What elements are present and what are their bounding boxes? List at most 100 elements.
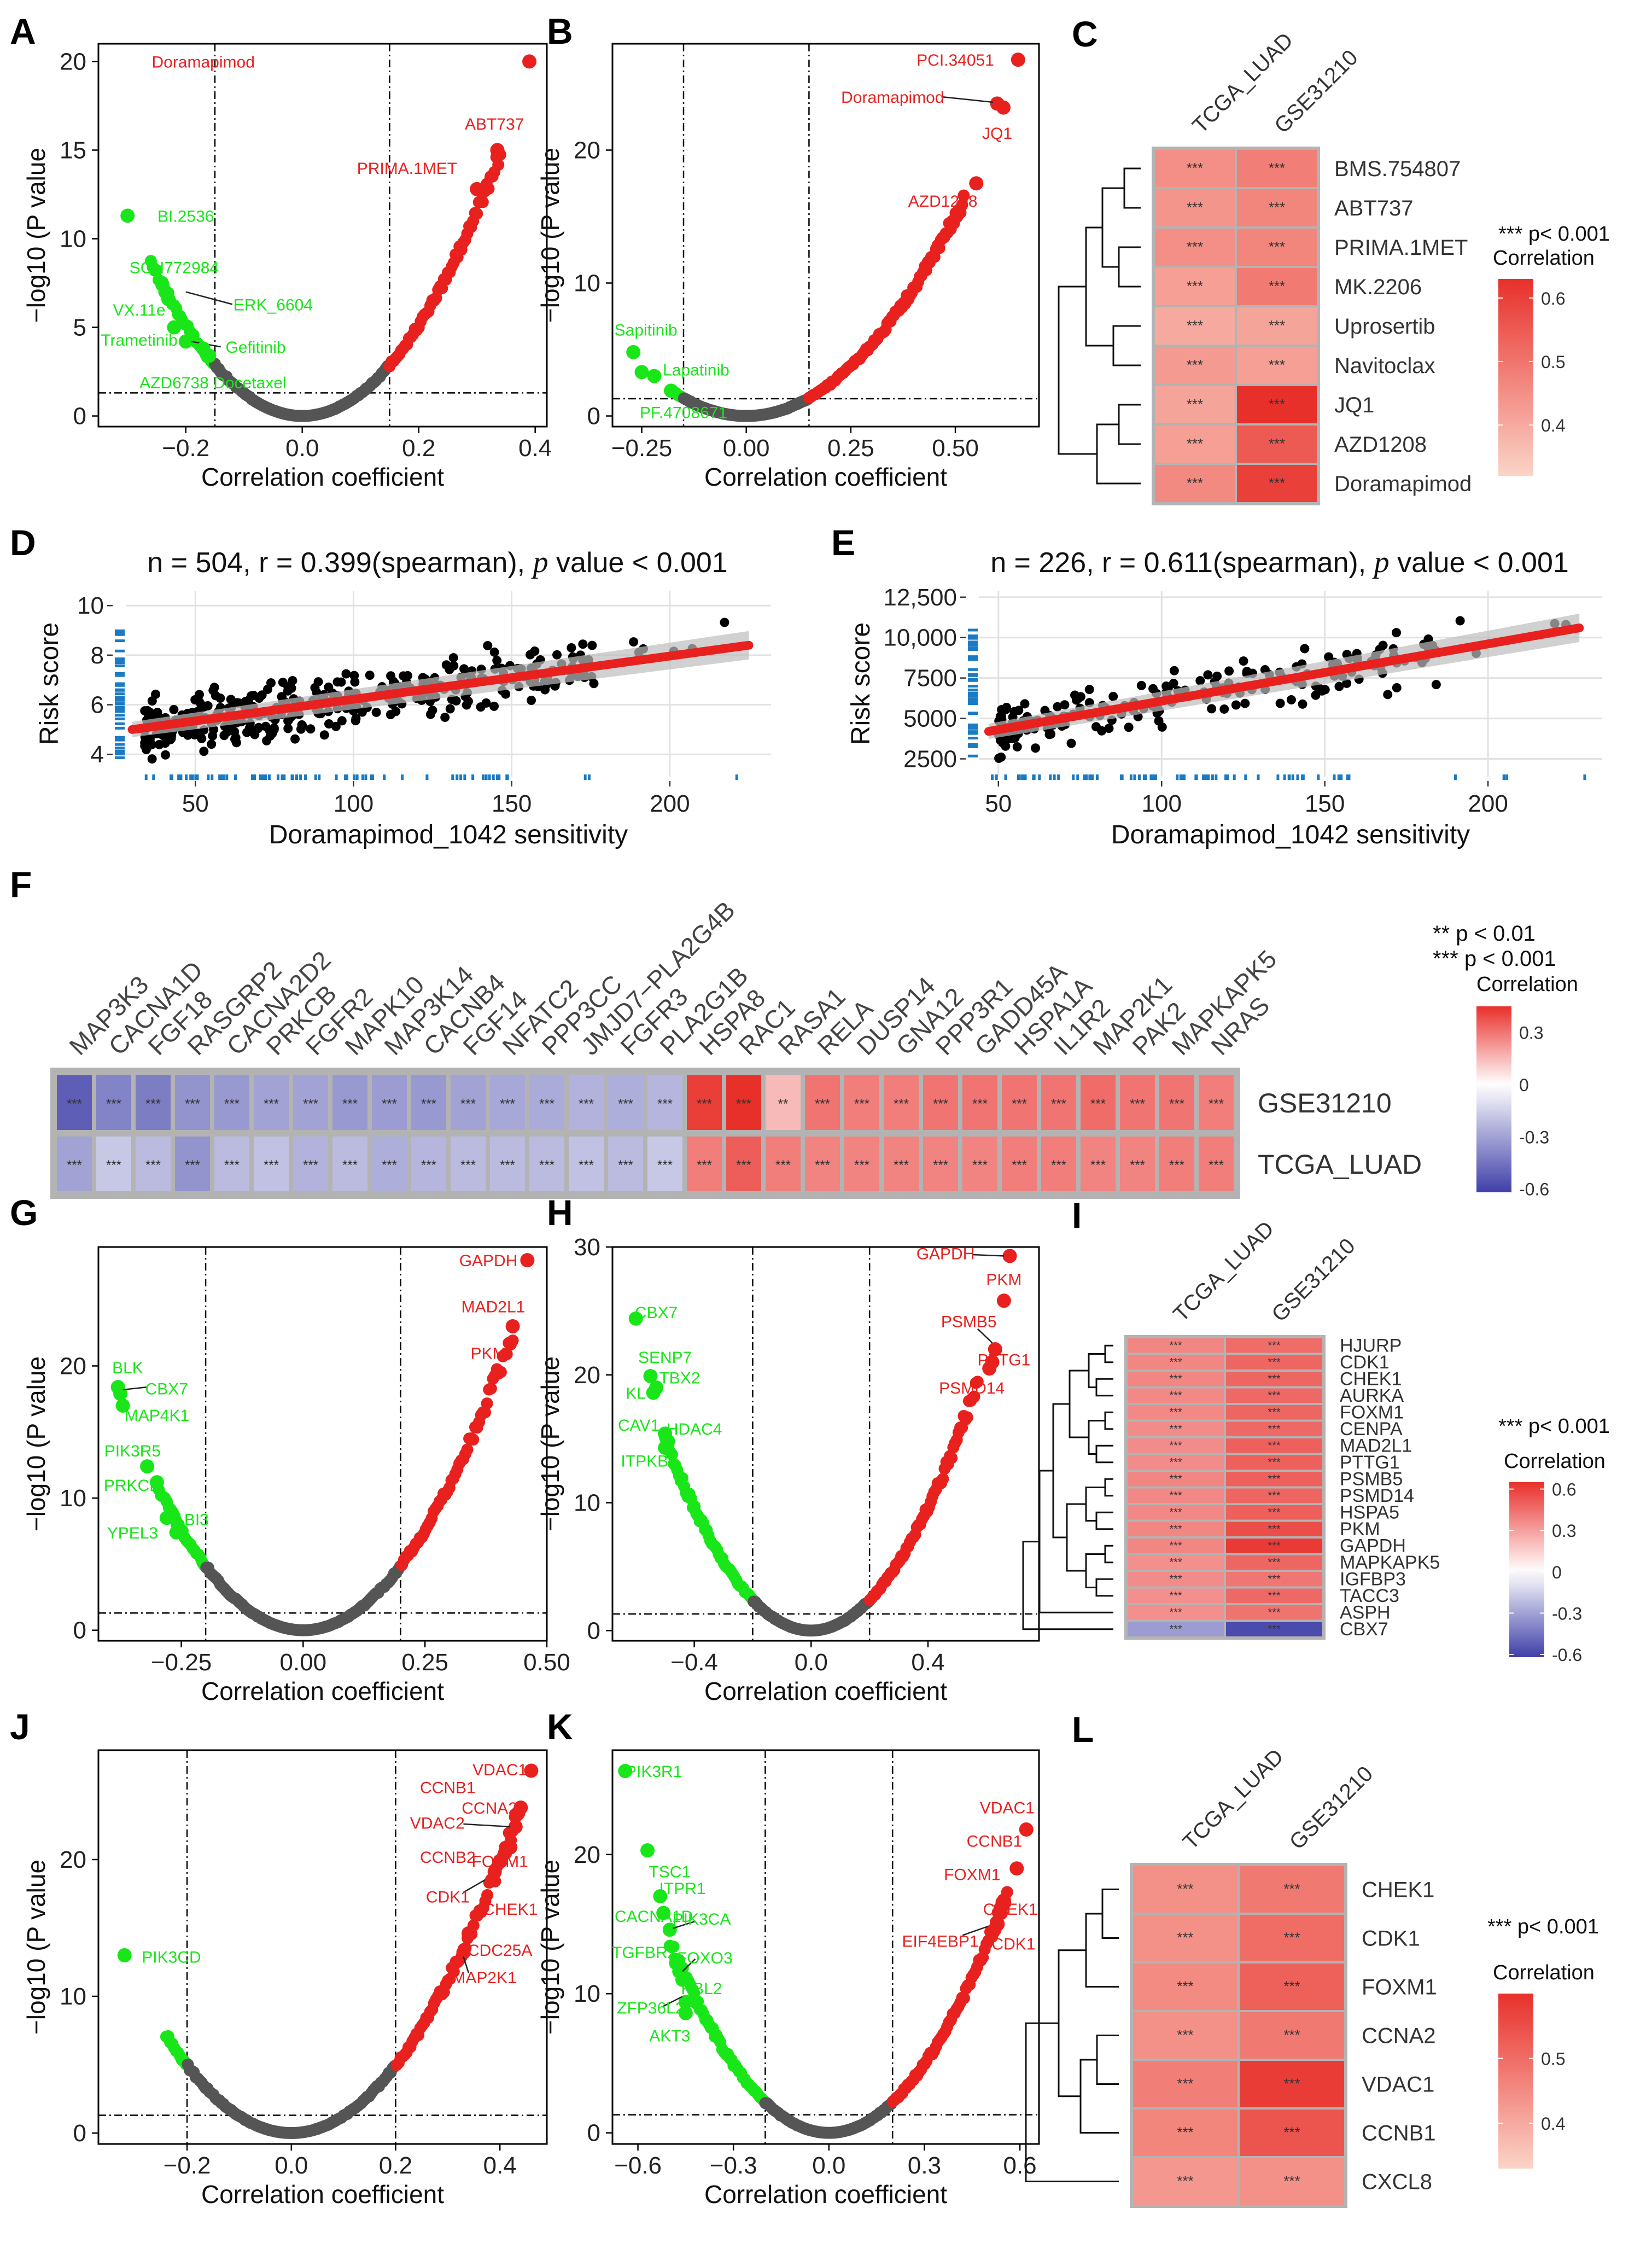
data-point [1392,683,1402,692]
y-tick-label: 10 [60,1983,86,2010]
cell-stars: *** [1268,1490,1281,1502]
highlight-point [996,100,1011,115]
cell-stars: *** [1177,2076,1193,2092]
panel-label-G: G [10,1192,38,1233]
cell-stars: *** [1130,1097,1145,1111]
x-tick-label: −0.25 [151,1649,212,1676]
highlight-point [1009,1861,1024,1876]
point-label: PSMB5 [941,1313,997,1331]
cell-stars: *** [1268,1523,1281,1535]
x-tick-label: 50 [985,790,1012,817]
point-label: PKM [471,1344,506,1362]
cell-stars: *** [67,1097,82,1111]
data-point [481,698,491,708]
cell-stars: *** [1268,1423,1281,1435]
data-point [1231,700,1241,710]
data-point [145,707,155,717]
cell-stars: *** [539,1158,554,1173]
dendrogram-branch [1104,1411,1113,1430]
row-dendrogram [1058,167,1141,485]
dendrogram-branch [1101,1889,1119,1939]
cell-stars: *** [1283,2027,1300,2043]
cell-stars: *** [1283,1881,1300,1897]
cell-stars: *** [1269,160,1285,176]
cell-stars: *** [421,1158,436,1173]
point-label: CCNA2 [462,1799,517,1817]
data-point [958,189,970,202]
volcano-plot-J: −0.2 0.0 0.2 0.4 0 10 20 Correlation coefficien… [22,1749,548,2209]
heatmap-cell [1133,2158,1237,2205]
dendrogram-branch [1058,1949,1086,2097]
cell-stars: *** [1169,1158,1184,1173]
data-point [1066,738,1076,748]
dendrogram-branch [1104,1478,1113,1497]
plot-frame [97,1749,548,2145]
cell-stars: *** [342,1158,358,1173]
data-point [481,1397,493,1410]
highlight-point [1011,53,1025,67]
heatmap-cell [884,1137,919,1191]
cell-stars: *** [815,1158,830,1173]
panel-label-A: A [10,11,36,51]
x-tick-label: 0.50 [523,1649,570,1676]
heatmap-cell [923,1075,958,1130]
cell-stars: *** [1177,1978,1193,1995]
x-tick-label: 0.0 [795,1649,828,1676]
point-label: JQ1 [982,125,1012,143]
data-point [386,671,396,681]
heatmap-cell [1128,1539,1224,1553]
data-point [147,696,157,706]
significance-note: *** p< 0.001 [1487,1915,1599,1938]
x-axis-label: Correlation coefficient [704,1677,947,1705]
highlight-point [1002,1249,1017,1263]
heatmap-cell [1240,2061,1344,2107]
point-label: FOXM1 [944,1866,1000,1884]
highlight-point [664,383,679,398]
dendrogram-branch [1022,1541,1113,1630]
x-tick-label: 0.00 [280,1649,327,1676]
cell-stars: *** [1169,1590,1182,1602]
chart-title: n = 226, r = 0.611(spearman), p value < … [990,545,1569,579]
cell-stars: *** [972,1158,988,1173]
legend-tick-label: 0.5 [1541,352,1565,372]
data-point [501,689,511,699]
heatmap-cell [1155,150,1235,187]
highlight-point [505,1319,520,1333]
point-label: YPEL3 [107,1524,158,1542]
heatmap-cell [1226,1522,1322,1536]
heatmap-cell [136,1075,171,1130]
heatmap-cell [1128,1505,1224,1520]
cell-stars: *** [1269,475,1285,491]
heatmap-cell [254,1137,289,1191]
heatmap-cell [1226,1622,1322,1636]
y-axis-label: −log10 (P value [22,1356,50,1531]
data-point [1275,698,1285,708]
data-point [447,1965,460,1978]
heatmap-cell [57,1137,92,1191]
legend-colorbar [1498,279,1533,476]
heatmap-cell [1237,347,1317,384]
y-tick-label: 0 [73,1617,86,1644]
x-tick-label: 0.6 [1003,2152,1036,2179]
point-label: PIK3CA [673,1910,731,1928]
highlight-point [982,1361,997,1376]
row-label: Navitoclax [1334,354,1435,378]
heatmap-cell [1159,1137,1194,1191]
data-point [283,724,293,733]
cell-stars: *** [1269,435,1285,452]
row-label: PSMD14 [1340,1485,1414,1506]
legend-tick-label: 0 [1519,1075,1529,1095]
cell-stars: *** [1268,1623,1281,1635]
point-label: VDAC2 [410,1815,465,1833]
cell-stars: *** [382,1158,397,1173]
heatmap-cell [647,1137,682,1191]
heatmap-cell [844,1075,879,1130]
highlight-point [656,1906,671,1920]
heatmap-F: *** *** *** *** *** *** *** *** *** *** *** *** *** *… [50,895,1578,1199]
cell-stars: *** [1187,396,1203,412]
row-label: IGFBP3 [1340,1569,1406,1589]
highlight-point [178,334,193,349]
data-point [371,707,381,717]
row-label: Doramapimod [1334,472,1472,496]
dendrogram-branch [1096,2035,1119,2085]
